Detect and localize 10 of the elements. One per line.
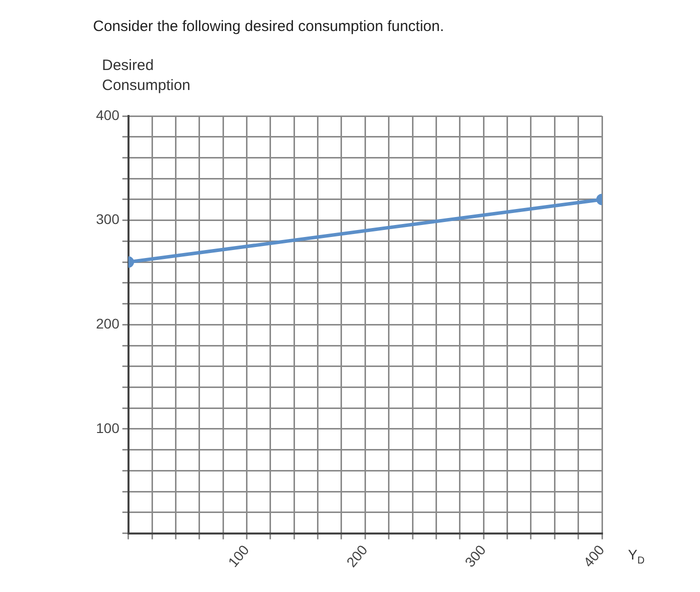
y-tick-label: 400 bbox=[96, 106, 120, 123]
x-tick-label: 200 bbox=[343, 542, 371, 570]
x-tick-label: 400 bbox=[580, 542, 608, 570]
y-axis-title: Desired Consumption bbox=[102, 57, 190, 94]
x-tick-label: 300 bbox=[462, 542, 489, 570]
chart-title: Consider the following desired consumption function. bbox=[93, 18, 444, 36]
y-tick-label: 200 bbox=[96, 316, 120, 332]
y-tick-label: 100 bbox=[96, 420, 120, 436]
y-tick-label: 300 bbox=[96, 211, 120, 228]
x-tick-label: 100 bbox=[224, 542, 252, 570]
